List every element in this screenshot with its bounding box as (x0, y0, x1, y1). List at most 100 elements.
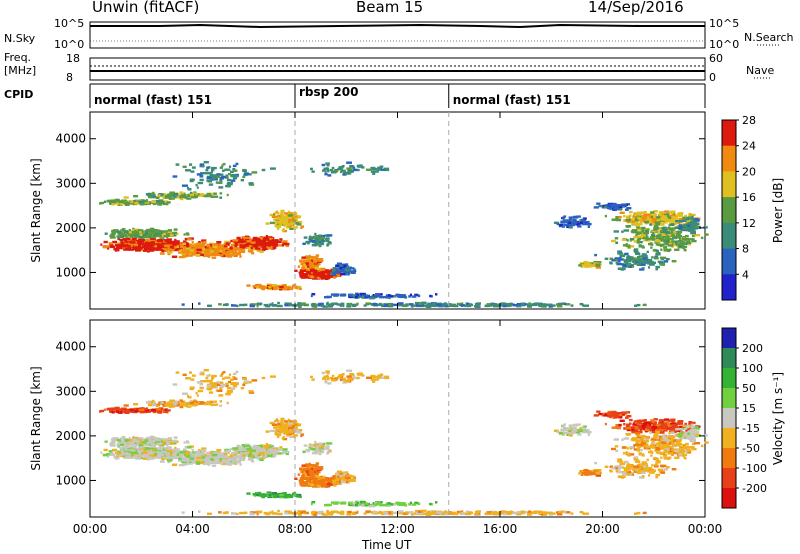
scatter-cell (214, 253, 220, 257)
scatter-cell (154, 246, 159, 249)
scatter-cell (634, 212, 639, 215)
scatter-cell (103, 408, 106, 411)
scatter-cell (674, 214, 678, 217)
scatter-cell (683, 248, 686, 251)
scatter-cell (128, 441, 134, 445)
scatter-cell (178, 463, 185, 467)
scatter-cell (565, 219, 572, 222)
scatter-cell (633, 236, 639, 239)
scatter-cell (219, 177, 225, 180)
scatter-cell (528, 305, 533, 308)
scatter-cell (638, 255, 645, 258)
scatter-cell (580, 222, 586, 225)
scatter-cell (227, 451, 230, 455)
scatter-cell (210, 461, 216, 464)
scatter-cell (306, 263, 309, 266)
scatter-cell (413, 304, 417, 307)
scatter-cell (308, 235, 312, 238)
scatter-cell (132, 445, 137, 448)
scatter-cell (156, 233, 161, 236)
scatter-cell (263, 444, 269, 447)
scatter-cell (173, 439, 177, 443)
scatter-cell (543, 304, 546, 308)
scatter-cell (134, 455, 137, 459)
scatter-cell (123, 196, 129, 199)
scatter-cell (668, 242, 672, 246)
scatter-cell (234, 451, 238, 454)
scatter-cell (662, 235, 667, 239)
scatter-cell (274, 450, 277, 453)
scatter-cell (258, 453, 261, 456)
scatter-cell (650, 238, 656, 241)
scatter-cell (169, 405, 175, 408)
scatter-cell (195, 461, 201, 465)
scatter-cell (691, 215, 694, 218)
scatter-cell (142, 246, 148, 249)
scatter-cell (158, 455, 162, 459)
scatter-cell (273, 287, 278, 291)
scatter-cell (152, 248, 156, 251)
scatter-cell (619, 211, 625, 214)
scatter-cell (261, 246, 265, 249)
scatter-cell (618, 215, 622, 219)
scatter-cell (131, 453, 135, 456)
scatter-cell (164, 196, 170, 199)
scatter-cell (219, 254, 224, 257)
scatter-cell (646, 228, 650, 231)
scatter-cell (199, 193, 205, 196)
scatter-cell (243, 303, 246, 307)
scatter-cell (684, 214, 687, 218)
scatter-cell (199, 178, 204, 182)
scatter-cell (269, 452, 273, 455)
scatter-cell (116, 247, 119, 250)
scatter-cell (346, 167, 352, 170)
scatter-cell (169, 442, 174, 445)
scatter-cell (142, 243, 148, 246)
scatter-cell (411, 295, 417, 298)
scatter-cell (657, 230, 662, 233)
scatter-cell (199, 453, 203, 456)
scatter-cell (191, 458, 197, 462)
scatter-cell (158, 245, 165, 248)
scatter-cell (196, 173, 203, 176)
scatter-cell (139, 441, 143, 444)
scatter-cell (661, 228, 667, 232)
scatter-cell (114, 249, 118, 252)
scatter-cell (365, 302, 371, 305)
scatter-cell (209, 178, 214, 181)
scatter-cell (639, 268, 645, 271)
scatter-cell (653, 213, 657, 216)
scatter-cell (227, 185, 231, 188)
scatter-cell (274, 211, 280, 215)
scatter-cell (641, 228, 645, 232)
scatter-cell (191, 250, 197, 254)
scatter-cell (277, 427, 280, 430)
scatter-cell (314, 276, 321, 280)
scatter-cell (143, 236, 149, 239)
scatter-cell (131, 231, 135, 234)
scatter-cell (640, 234, 646, 237)
scatter-cell (272, 240, 277, 244)
scatter-cell (631, 220, 635, 223)
scatter-cell (198, 449, 201, 452)
scatter-cell (318, 271, 321, 275)
scatter-cell (296, 303, 299, 307)
scatter-cell (277, 422, 281, 426)
scatter-cell (304, 259, 311, 263)
scatter-cell (139, 248, 144, 252)
scatter-cell (204, 245, 208, 248)
scatter-cell (524, 303, 527, 306)
scatter-cell (643, 235, 649, 238)
scatter-cell (191, 166, 196, 169)
scatter-cell (617, 252, 623, 255)
scatter-cell (232, 447, 239, 450)
scatter-cell (650, 211, 655, 214)
scatter-cell (268, 445, 274, 449)
scatter-cell (313, 242, 319, 245)
scatter-cell (183, 454, 186, 457)
scatter-cell (166, 248, 172, 251)
scatter-cell (287, 224, 293, 227)
scatter-cell (279, 288, 282, 291)
scatter-cell (686, 243, 692, 246)
scatter-cell (659, 237, 664, 240)
